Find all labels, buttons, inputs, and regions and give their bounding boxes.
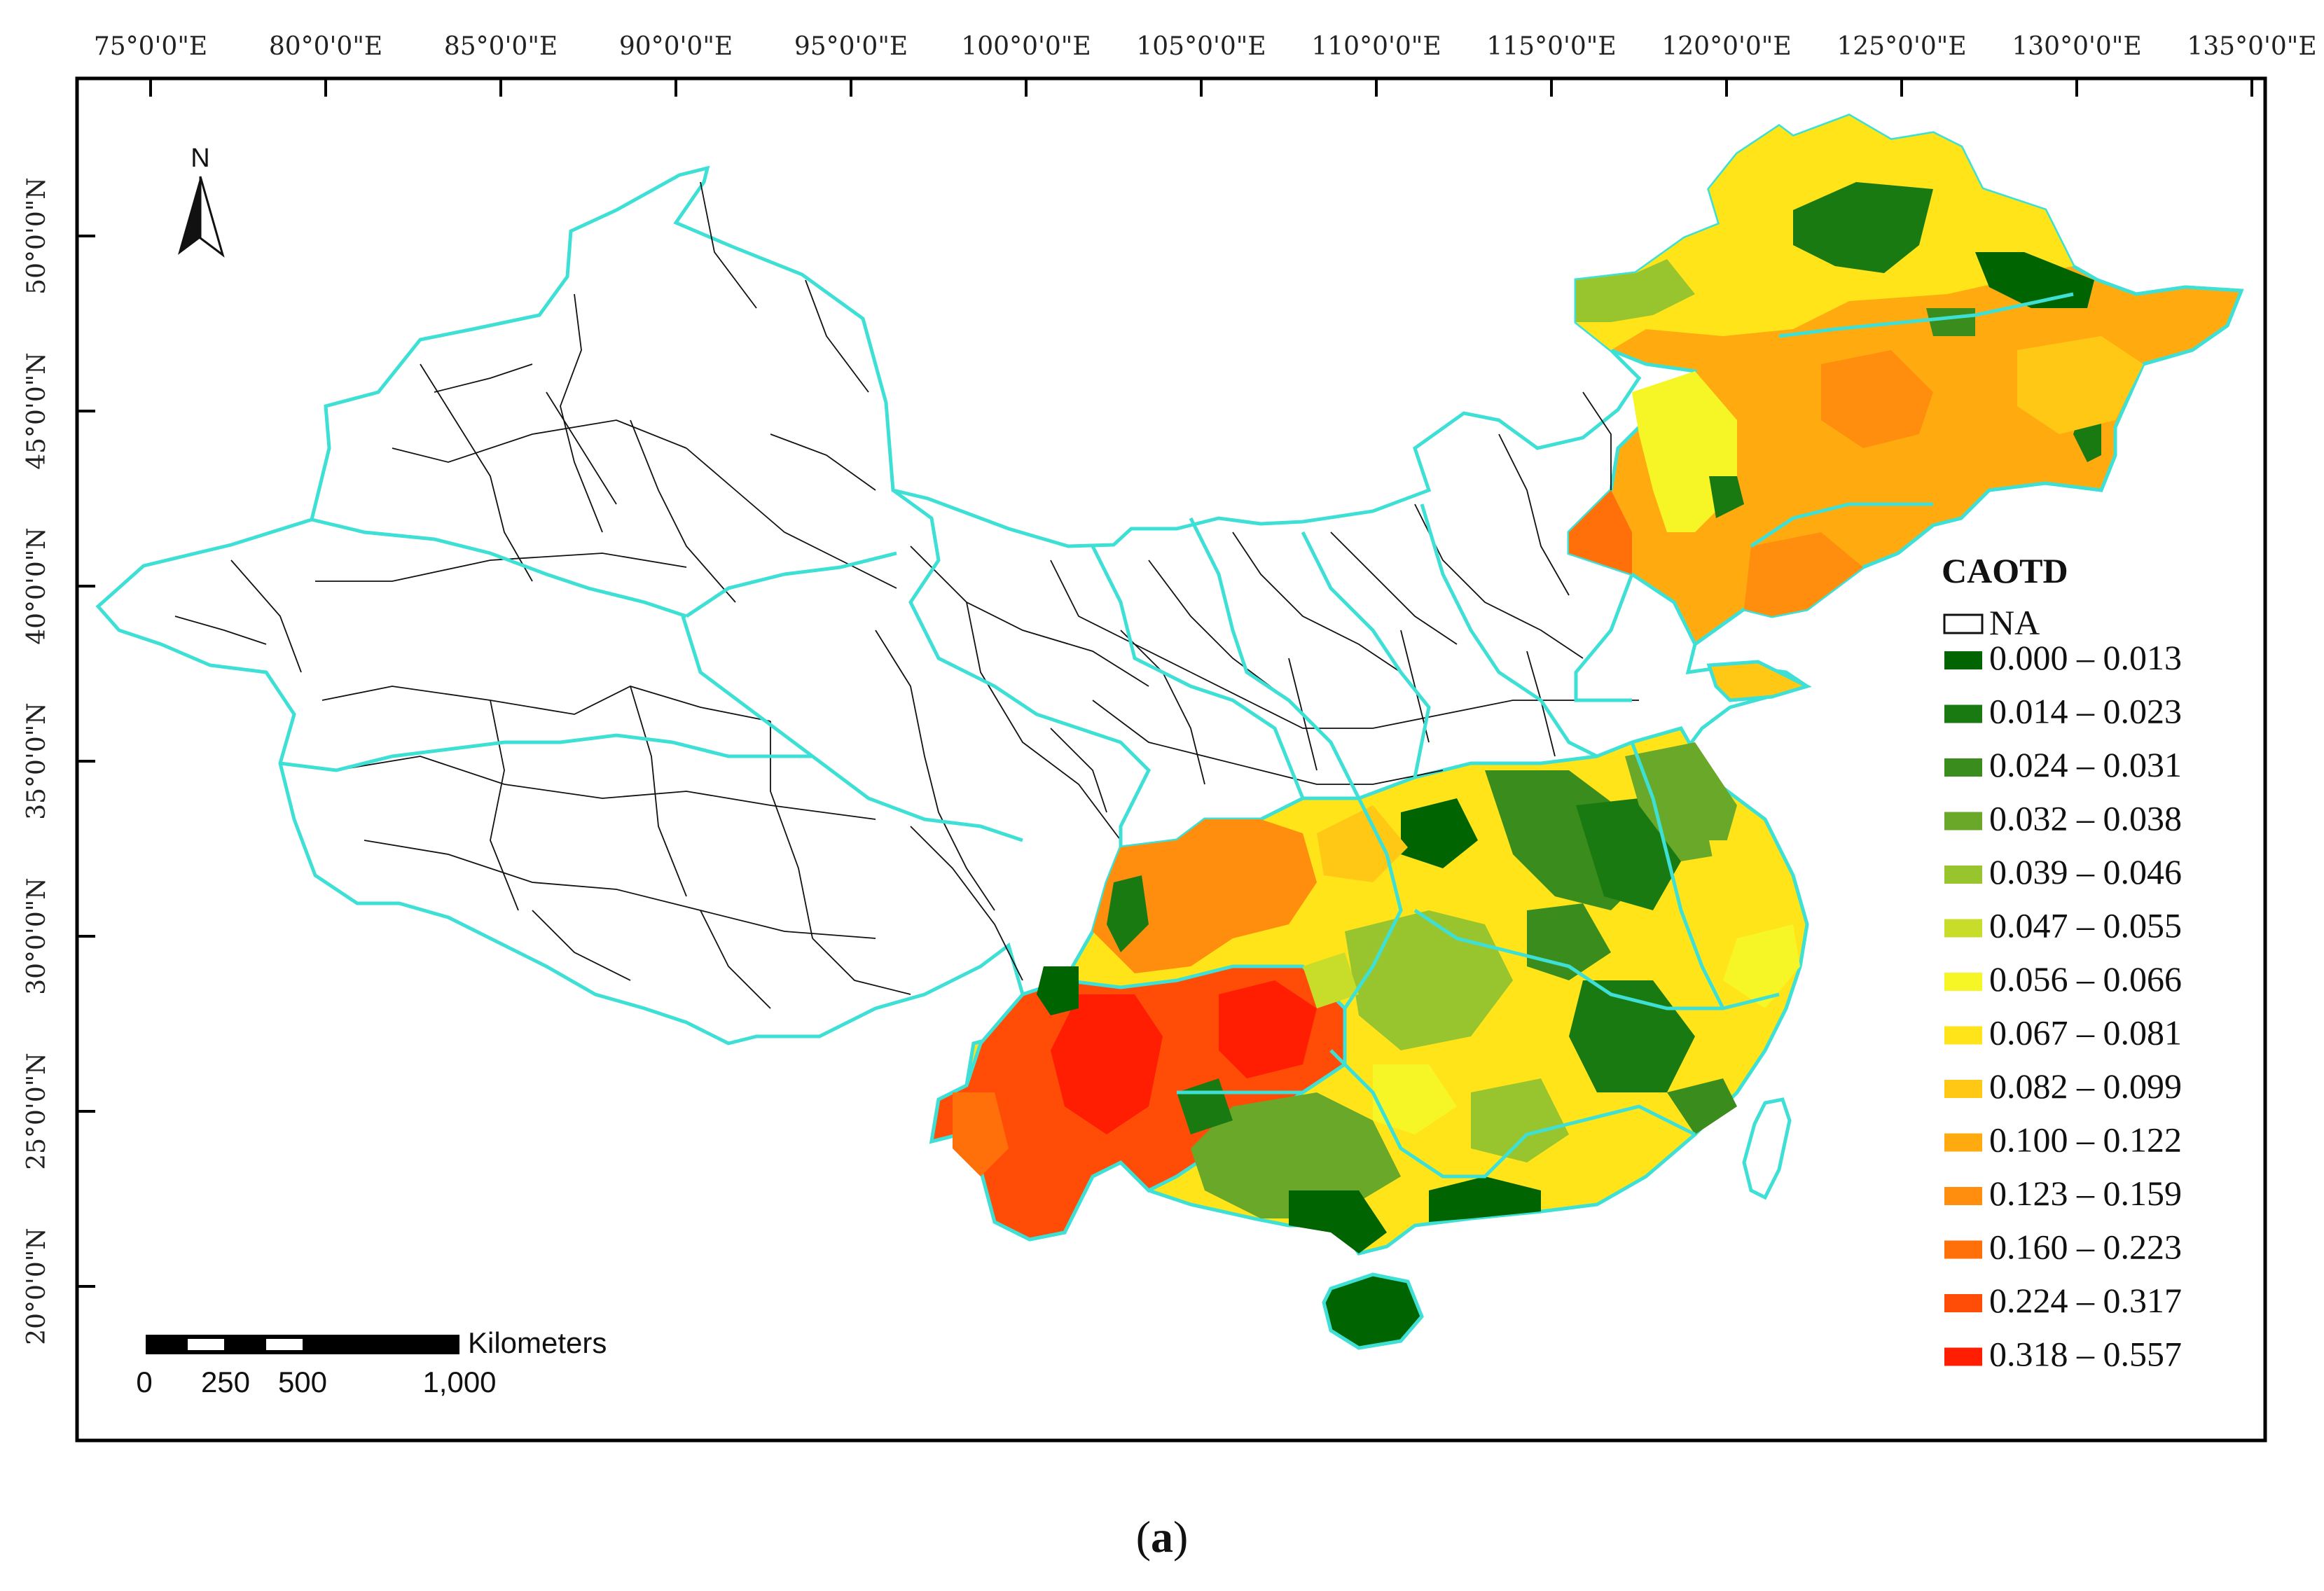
scale-tick-1000: 1,000 <box>422 1366 496 1398</box>
latitude-labels: 50°0'0"N 45°0'0"N 40°0'0"N 35°0'0"N 30°0'0"N… <box>22 177 51 1345</box>
legend-label: 0.067 – 0.081 <box>1989 1013 2182 1052</box>
longitude-label: 95°0'0"E <box>794 32 908 61</box>
scale-tick-0: 0 <box>136 1366 152 1398</box>
legend-swatch <box>1944 1347 1982 1366</box>
legend-swatch <box>1944 919 1982 938</box>
county-boundaries <box>174 181 1639 1009</box>
longitude-label: 135°0'0"E <box>2187 32 2316 61</box>
latitude-label: 50°0'0"N <box>22 177 51 295</box>
scale-unit: Kilometers <box>468 1326 607 1359</box>
longitude-labels: 75°0'0"E 80°0'0"E 85°0'0"E 90°0'0"E 95°0'0"E… <box>94 32 2317 61</box>
longitude-label: 110°0'0"E <box>1311 32 1441 61</box>
legend-swatch <box>1944 1240 1982 1259</box>
scale-bar: Kilometers 0 250 500 1,000 <box>136 1326 607 1398</box>
legend-label: 0.160 – 0.223 <box>1989 1228 2182 1267</box>
legend-swatch <box>1944 1133 1982 1152</box>
legend-label: 0.123 – 0.159 <box>1989 1174 2182 1213</box>
legend-label: 0.082 – 0.099 <box>1989 1067 2182 1106</box>
latitude-ticks <box>77 235 95 1288</box>
north-arrow: N <box>178 144 225 258</box>
latitude-label: 20°0'0"N <box>22 1228 51 1345</box>
legend-swatch-na <box>1943 613 1984 634</box>
latitude-label: 45°0'0"N <box>22 352 51 470</box>
legend-swatch <box>1944 973 1982 991</box>
legend-swatch <box>1944 812 1982 831</box>
longitude-label: 100°0'0"E <box>961 32 1091 61</box>
legend-label: 0.318 – 0.557 <box>1989 1335 2182 1374</box>
taiwan-island <box>1742 1097 1792 1200</box>
legend-swatch <box>1944 1294 1982 1312</box>
longitude-label: 120°0'0"E <box>1661 32 1791 61</box>
legend-label: 0.000 – 0.013 <box>1989 638 2182 677</box>
figure-caption: (a) <box>1135 1512 1189 1562</box>
legend-swatch <box>1944 866 1982 884</box>
province-boundaries <box>279 292 2074 1179</box>
legend-swatch <box>1944 651 1982 669</box>
legend-swatch <box>1944 758 1982 777</box>
legend-label: 0.056 – 0.066 <box>1989 959 2182 999</box>
legend-swatch <box>1944 1187 1982 1205</box>
legend-label: 0.024 – 0.031 <box>1989 745 2182 784</box>
longitude-label: 105°0'0"E <box>1136 32 1266 61</box>
longitude-ticks <box>149 78 2253 97</box>
legend-swatch <box>1944 1026 1982 1045</box>
legend-label: 0.032 – 0.038 <box>1989 799 2182 838</box>
legend-label: 0.047 – 0.055 <box>1989 906 2182 945</box>
latitude-label: 35°0'0"N <box>22 702 51 820</box>
scale-tick-500: 500 <box>278 1366 327 1398</box>
legend-title: CAOTD <box>1942 551 2068 590</box>
hainan-island <box>1322 1272 1424 1350</box>
longitude-label: 85°0'0"E <box>444 32 558 61</box>
longitude-label: 115°0'0"E <box>1486 32 1616 61</box>
scale-tick-250: 250 <box>201 1366 250 1398</box>
legend-swatch <box>1944 1080 1982 1098</box>
legend-swatch <box>1944 704 1982 723</box>
legend-label: 0.014 – 0.023 <box>1989 692 2182 731</box>
data-region <box>929 113 2244 1350</box>
longitude-label: 75°0'0"E <box>94 32 207 61</box>
legend-label: 0.100 – 0.122 <box>1989 1120 2182 1160</box>
longitude-label: 90°0'0"E <box>619 32 733 61</box>
caption-letter: a <box>1151 1512 1173 1562</box>
latitude-label: 40°0'0"N <box>22 527 51 645</box>
longitude-label: 80°0'0"E <box>269 32 382 61</box>
north-label: N <box>191 144 209 173</box>
latitude-label: 30°0'0"N <box>22 877 51 995</box>
latitude-label: 25°0'0"N <box>22 1052 51 1170</box>
legend: CAOTD NA 0.000 – 0.013 0.014 – 0.023 0.024… <box>1942 551 2182 1374</box>
legend-label-na: NA <box>1989 603 2040 642</box>
legend-label: 0.224 – 0.317 <box>1989 1281 2182 1320</box>
longitude-label: 130°0'0"E <box>2012 32 2141 61</box>
longitude-label: 125°0'0"E <box>1837 32 1966 61</box>
legend-label: 0.039 – 0.046 <box>1989 852 2182 891</box>
